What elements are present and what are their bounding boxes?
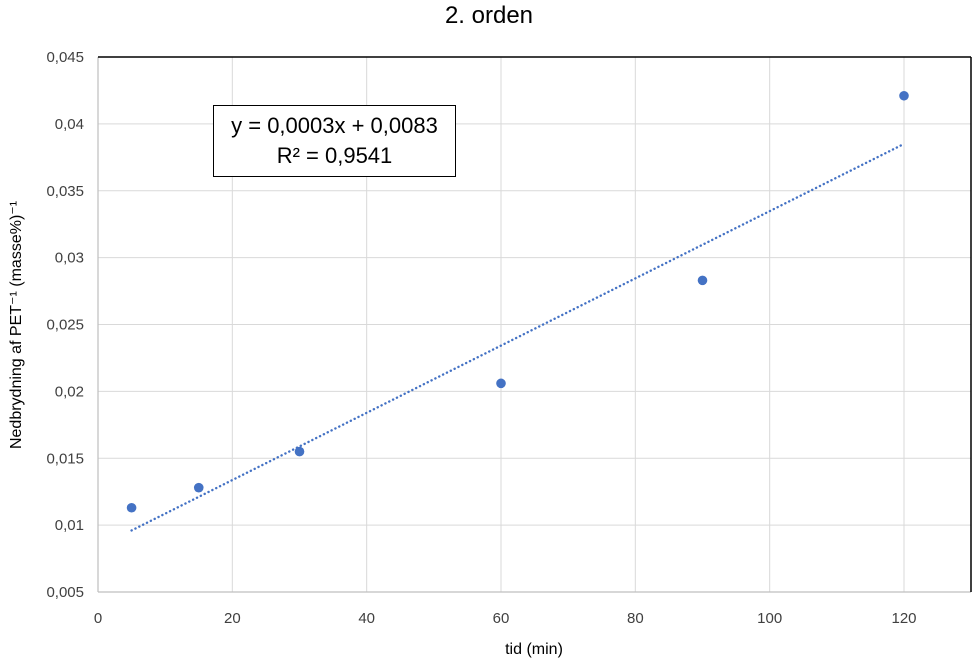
trendline-equation: y = 0,0003x + 0,0083 [231, 113, 438, 138]
y-tick-label: 0,005 [46, 584, 84, 601]
trendline [130, 142, 906, 532]
y-tick-label: 0,03 [55, 250, 84, 267]
y-tick-label: 0,025 [46, 317, 84, 334]
data-point [496, 378, 506, 389]
y-tick-label: 0,04 [55, 116, 84, 133]
x-tick-label: 100 [757, 610, 782, 627]
x-axis-ticks: 0 20 40 60 80 100 120 [94, 610, 917, 627]
data-point [294, 446, 305, 457]
x-tick-label: 80 [627, 610, 644, 627]
x-tick-label: 20 [224, 610, 241, 627]
y-axis-title: Nedbrydning af PET⁻¹ (masse%)⁻¹ [8, 201, 25, 449]
y-tick-label: 0,035 [46, 183, 84, 200]
data-point [697, 275, 708, 286]
y-tick-label: 0,01 [55, 517, 84, 534]
data-point [193, 482, 204, 493]
y-tick-label: 0,045 [46, 49, 84, 66]
data-point [899, 90, 909, 101]
chart-title: 2. orden [444, 2, 534, 29]
x-tick-label: 40 [358, 610, 375, 627]
x-tick-label: 0 [94, 610, 102, 627]
y-tick-label: 0,02 [55, 383, 84, 400]
y-tick-label: 0,015 [46, 450, 84, 467]
y-axis-ticks: 0,005 0,01 0,015 0,02 0,025 0,03 0,035 0,04 0,04… [46, 49, 84, 601]
x-tick-label: 60 [493, 610, 510, 627]
plot-frame [97, 56, 972, 593]
data-points [126, 90, 909, 513]
trendline-path [130, 142, 906, 532]
x-tick-label: 120 [891, 610, 916, 627]
r-squared-value: R² = 0,9541 [276, 143, 393, 168]
x-axis-title: tid (min) [505, 641, 563, 658]
data-point [126, 502, 137, 513]
trendline-equation-box: y = 0,0003x + 0,0083 R² = 0,9541 [213, 105, 456, 177]
